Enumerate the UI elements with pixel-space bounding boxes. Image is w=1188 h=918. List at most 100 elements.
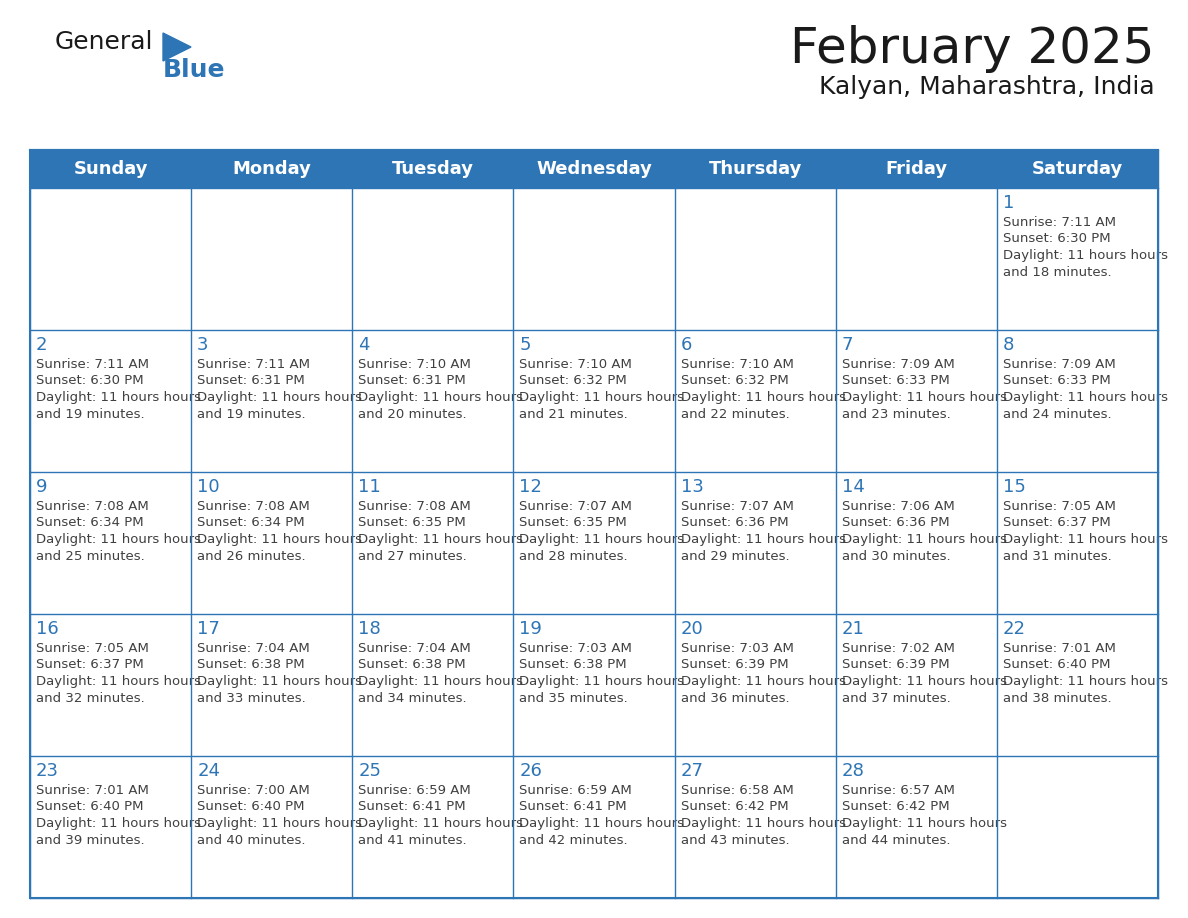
- Text: Sunrise: 7:10 AM: Sunrise: 7:10 AM: [519, 358, 632, 371]
- Text: and 40 minutes.: and 40 minutes.: [197, 834, 305, 846]
- Text: Daylight: 11 hours hours: Daylight: 11 hours hours: [519, 817, 684, 830]
- Text: Daylight: 11 hours hours: Daylight: 11 hours hours: [842, 817, 1006, 830]
- Text: Sunset: 6:33 PM: Sunset: 6:33 PM: [1003, 375, 1111, 387]
- Text: Sunset: 6:42 PM: Sunset: 6:42 PM: [681, 800, 788, 813]
- Text: and 38 minutes.: and 38 minutes.: [1003, 691, 1112, 704]
- Text: and 26 minutes.: and 26 minutes.: [197, 550, 305, 563]
- Text: General: General: [55, 30, 153, 54]
- Text: Sunset: 6:41 PM: Sunset: 6:41 PM: [359, 800, 466, 813]
- Text: and 18 minutes.: and 18 minutes.: [1003, 265, 1112, 278]
- Text: and 39 minutes.: and 39 minutes.: [36, 834, 145, 846]
- Text: Daylight: 11 hours hours: Daylight: 11 hours hours: [197, 533, 362, 546]
- Text: Sunrise: 7:06 AM: Sunrise: 7:06 AM: [842, 500, 954, 513]
- Text: and 19 minutes.: and 19 minutes.: [36, 408, 145, 420]
- Text: Daylight: 11 hours hours: Daylight: 11 hours hours: [1003, 533, 1168, 546]
- Text: 7: 7: [842, 336, 853, 354]
- Text: 18: 18: [359, 620, 381, 638]
- Text: 1: 1: [1003, 194, 1015, 212]
- Text: Sunrise: 7:07 AM: Sunrise: 7:07 AM: [519, 500, 632, 513]
- Text: Sunrise: 7:10 AM: Sunrise: 7:10 AM: [359, 358, 472, 371]
- Text: Sunrise: 7:10 AM: Sunrise: 7:10 AM: [681, 358, 794, 371]
- Text: 4: 4: [359, 336, 369, 354]
- Text: Daylight: 11 hours hours: Daylight: 11 hours hours: [1003, 249, 1168, 262]
- Text: Sunset: 6:39 PM: Sunset: 6:39 PM: [842, 658, 949, 671]
- Text: Kalyan, Maharashtra, India: Kalyan, Maharashtra, India: [820, 75, 1155, 99]
- Text: Daylight: 11 hours hours: Daylight: 11 hours hours: [36, 533, 201, 546]
- Text: 27: 27: [681, 762, 703, 780]
- Text: Sunset: 6:41 PM: Sunset: 6:41 PM: [519, 800, 627, 813]
- Text: Sunset: 6:36 PM: Sunset: 6:36 PM: [842, 517, 949, 530]
- Text: Daylight: 11 hours hours: Daylight: 11 hours hours: [681, 817, 846, 830]
- Text: 26: 26: [519, 762, 542, 780]
- Text: Sunrise: 7:02 AM: Sunrise: 7:02 AM: [842, 642, 955, 655]
- Text: Sunrise: 7:08 AM: Sunrise: 7:08 AM: [36, 500, 148, 513]
- Text: Sunrise: 7:04 AM: Sunrise: 7:04 AM: [197, 642, 310, 655]
- Text: Sunset: 6:42 PM: Sunset: 6:42 PM: [842, 800, 949, 813]
- Text: Sunrise: 7:04 AM: Sunrise: 7:04 AM: [359, 642, 470, 655]
- Text: Sunrise: 7:05 AM: Sunrise: 7:05 AM: [36, 642, 148, 655]
- Text: and 24 minutes.: and 24 minutes.: [1003, 408, 1112, 420]
- Text: and 20 minutes.: and 20 minutes.: [359, 408, 467, 420]
- Text: Thursday: Thursday: [708, 160, 802, 178]
- Text: Sunrise: 6:57 AM: Sunrise: 6:57 AM: [842, 784, 955, 797]
- Text: Sunset: 6:36 PM: Sunset: 6:36 PM: [681, 517, 788, 530]
- Text: 17: 17: [197, 620, 220, 638]
- Text: Sunrise: 7:09 AM: Sunrise: 7:09 AM: [1003, 358, 1116, 371]
- Text: Sunset: 6:33 PM: Sunset: 6:33 PM: [842, 375, 949, 387]
- Text: and 23 minutes.: and 23 minutes.: [842, 408, 950, 420]
- Text: 10: 10: [197, 478, 220, 496]
- Bar: [30, 150, 1158, 188]
- Text: and 32 minutes.: and 32 minutes.: [36, 691, 145, 704]
- Text: Sunset: 6:40 PM: Sunset: 6:40 PM: [1003, 658, 1111, 671]
- Text: 12: 12: [519, 478, 542, 496]
- Text: Daylight: 11 hours hours: Daylight: 11 hours hours: [1003, 675, 1168, 688]
- Text: Sunset: 6:32 PM: Sunset: 6:32 PM: [681, 375, 789, 387]
- Text: Daylight: 11 hours hours: Daylight: 11 hours hours: [36, 817, 201, 830]
- Text: Wednesday: Wednesday: [536, 160, 652, 178]
- Text: Sunset: 6:32 PM: Sunset: 6:32 PM: [519, 375, 627, 387]
- Text: and 27 minutes.: and 27 minutes.: [359, 550, 467, 563]
- Text: Daylight: 11 hours hours: Daylight: 11 hours hours: [519, 675, 684, 688]
- Text: Daylight: 11 hours hours: Daylight: 11 hours hours: [197, 675, 362, 688]
- Text: Sunset: 6:31 PM: Sunset: 6:31 PM: [197, 375, 305, 387]
- Text: Sunset: 6:37 PM: Sunset: 6:37 PM: [1003, 517, 1111, 530]
- Text: Daylight: 11 hours hours: Daylight: 11 hours hours: [1003, 391, 1168, 404]
- Text: February 2025: February 2025: [790, 25, 1155, 73]
- Text: 11: 11: [359, 478, 381, 496]
- Text: 5: 5: [519, 336, 531, 354]
- Text: Daylight: 11 hours hours: Daylight: 11 hours hours: [36, 675, 201, 688]
- Text: Daylight: 11 hours hours: Daylight: 11 hours hours: [359, 675, 523, 688]
- Text: Sunset: 6:30 PM: Sunset: 6:30 PM: [36, 375, 144, 387]
- Text: and 43 minutes.: and 43 minutes.: [681, 834, 789, 846]
- Text: 6: 6: [681, 336, 691, 354]
- Text: 24: 24: [197, 762, 220, 780]
- Text: Sunset: 6:39 PM: Sunset: 6:39 PM: [681, 658, 788, 671]
- Text: Daylight: 11 hours hours: Daylight: 11 hours hours: [842, 675, 1006, 688]
- Text: Daylight: 11 hours hours: Daylight: 11 hours hours: [197, 391, 362, 404]
- Text: and 42 minutes.: and 42 minutes.: [519, 834, 628, 846]
- Text: Daylight: 11 hours hours: Daylight: 11 hours hours: [681, 391, 846, 404]
- Text: and 41 minutes.: and 41 minutes.: [359, 834, 467, 846]
- Text: Sunrise: 6:58 AM: Sunrise: 6:58 AM: [681, 784, 794, 797]
- Text: Daylight: 11 hours hours: Daylight: 11 hours hours: [842, 533, 1006, 546]
- Text: and 34 minutes.: and 34 minutes.: [359, 691, 467, 704]
- Text: 2: 2: [36, 336, 48, 354]
- Text: Daylight: 11 hours hours: Daylight: 11 hours hours: [197, 817, 362, 830]
- Text: Sunset: 6:31 PM: Sunset: 6:31 PM: [359, 375, 466, 387]
- Text: and 37 minutes.: and 37 minutes.: [842, 691, 950, 704]
- Text: and 22 minutes.: and 22 minutes.: [681, 408, 789, 420]
- Text: and 29 minutes.: and 29 minutes.: [681, 550, 789, 563]
- Text: 20: 20: [681, 620, 703, 638]
- Text: Daylight: 11 hours hours: Daylight: 11 hours hours: [359, 817, 523, 830]
- Text: 23: 23: [36, 762, 59, 780]
- Text: Sunset: 6:34 PM: Sunset: 6:34 PM: [197, 517, 305, 530]
- Text: Monday: Monday: [233, 160, 311, 178]
- Text: 9: 9: [36, 478, 48, 496]
- Text: Tuesday: Tuesday: [392, 160, 474, 178]
- Bar: [30, 150, 1158, 898]
- Text: Sunrise: 7:03 AM: Sunrise: 7:03 AM: [681, 642, 794, 655]
- Text: and 31 minutes.: and 31 minutes.: [1003, 550, 1112, 563]
- Text: Sunrise: 7:01 AM: Sunrise: 7:01 AM: [1003, 642, 1116, 655]
- Text: Sunrise: 7:11 AM: Sunrise: 7:11 AM: [1003, 216, 1116, 229]
- Text: and 21 minutes.: and 21 minutes.: [519, 408, 628, 420]
